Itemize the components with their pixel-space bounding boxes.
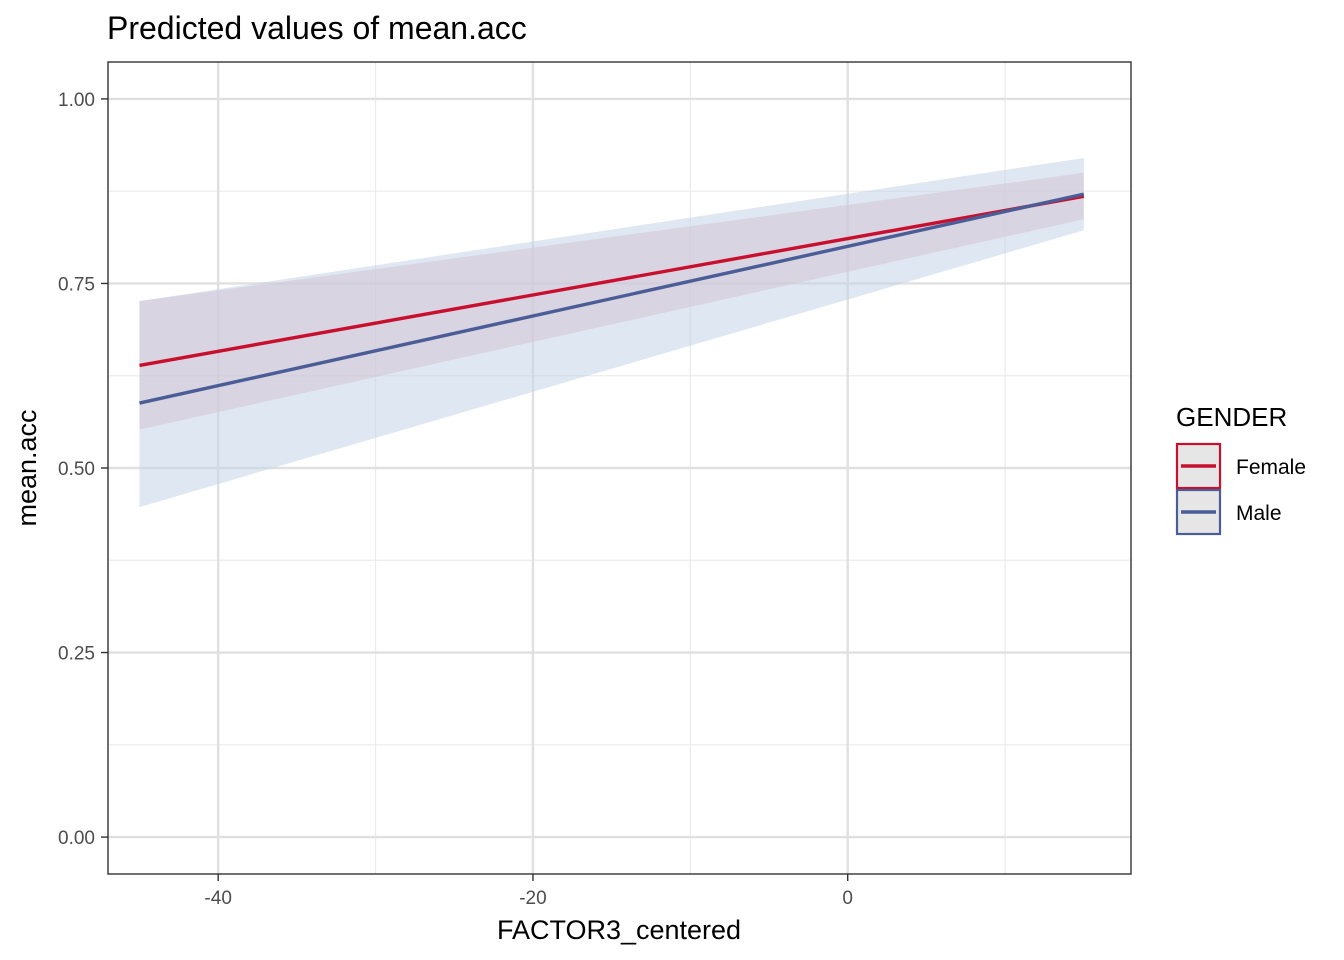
x-tick-label: 0 (842, 888, 853, 909)
legend-title: GENDER (1176, 402, 1287, 432)
legend-label-female: Female (1236, 456, 1306, 479)
legend-items: Female Male (1175, 442, 1306, 536)
chart-title: Predicted values of mean.acc (107, 10, 527, 46)
y-tick-label: 1.00 (58, 90, 95, 111)
y-axis-title: mean.acc (12, 409, 42, 526)
x-axis-title: FACTOR3_centered (497, 915, 741, 945)
x-tick-label: -40 (204, 888, 231, 909)
y-axis: 0.00 0.25 0.50 0.75 1.00 (58, 90, 108, 849)
series-lines (139, 192, 1085, 405)
y-tick-label: 0.75 (58, 274, 95, 295)
plot-panel (107, 61, 1132, 875)
legend: GENDER Female Male (1175, 402, 1306, 536)
y-tick-label: 0.50 (58, 459, 95, 480)
line-female (139, 194, 1085, 368)
y-tick-label: 0.00 (58, 828, 95, 849)
y-tick-label: 0.25 (58, 644, 95, 665)
x-tick-label: -20 (519, 888, 546, 909)
line-male (139, 192, 1085, 405)
legend-label-male: Male (1236, 502, 1282, 525)
x-axis: -40 -20 0 (204, 874, 853, 909)
